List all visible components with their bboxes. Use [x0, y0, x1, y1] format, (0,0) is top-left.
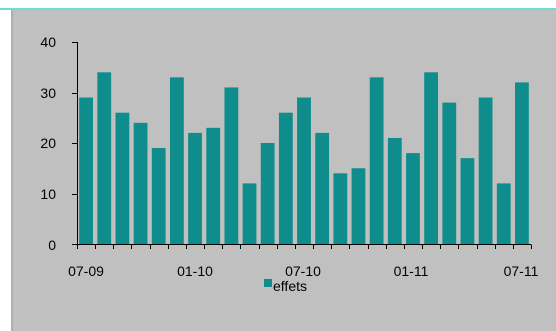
- bar: [406, 153, 420, 244]
- bar: [278, 112, 293, 244]
- legend: effets: [264, 278, 307, 294]
- x-tick-label: 07-10: [285, 263, 321, 279]
- bar: [206, 127, 221, 244]
- bar: [369, 77, 384, 244]
- y-tick-label: 40: [40, 34, 56, 50]
- bar: [79, 97, 93, 244]
- x-tick-label: 07-11: [504, 263, 539, 279]
- y-tick-label: 20: [40, 135, 56, 151]
- bar: [315, 132, 330, 244]
- bar: [169, 77, 184, 244]
- left-border-strip: [0, 10, 13, 331]
- bar: [460, 158, 475, 244]
- bar: [224, 87, 239, 244]
- bar: [387, 137, 402, 244]
- bar: [242, 183, 257, 244]
- bar: [515, 82, 529, 245]
- y-tick-label: 10: [40, 186, 56, 202]
- bar: [351, 168, 366, 244]
- y-axis-tick-labels: 0 10 20 30 40: [40, 34, 56, 253]
- bar: [260, 143, 275, 244]
- bar: [424, 72, 439, 244]
- top-border-strip: [0, 0, 556, 10]
- bar: [496, 183, 511, 244]
- legend-label: effets: [273, 278, 307, 294]
- bar: [478, 97, 493, 244]
- bar: [97, 72, 112, 244]
- x-tick-label: 07-09: [68, 263, 104, 279]
- x-axis-tick-labels: 07-09 01-10 07-10 01-11 07-11: [68, 263, 538, 279]
- bar: [151, 148, 166, 244]
- bar: [297, 97, 311, 244]
- x-tick-label: 01-10: [177, 263, 213, 279]
- y-tick-label: 30: [40, 85, 56, 101]
- axes: [72, 42, 532, 249]
- bar-series-effets: [79, 72, 529, 245]
- bar: [188, 132, 202, 244]
- bar: [133, 122, 148, 244]
- bar: [333, 173, 348, 244]
- x-tick-label: 01-11: [394, 263, 429, 279]
- legend-swatch: [264, 279, 272, 287]
- bar: [115, 112, 130, 244]
- bar: [442, 102, 457, 244]
- y-tick-label: 0: [48, 237, 56, 253]
